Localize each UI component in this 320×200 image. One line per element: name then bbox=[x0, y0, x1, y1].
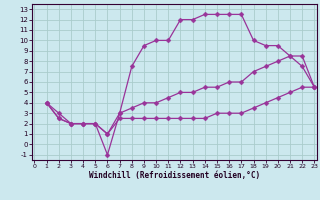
X-axis label: Windchill (Refroidissement éolien,°C): Windchill (Refroidissement éolien,°C) bbox=[89, 171, 260, 180]
